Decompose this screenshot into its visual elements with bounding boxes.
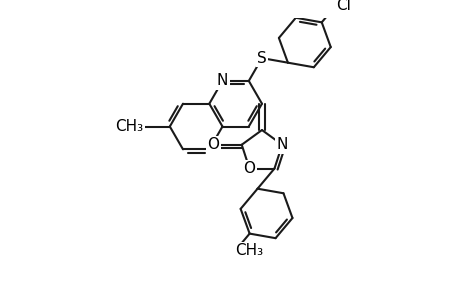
Text: O: O (207, 137, 219, 152)
Text: O: O (243, 161, 255, 176)
Text: Cl: Cl (336, 0, 350, 13)
Text: CH₃: CH₃ (235, 243, 263, 258)
Text: N: N (216, 74, 228, 88)
Text: CH₃: CH₃ (115, 119, 143, 134)
Text: S: S (257, 51, 266, 66)
Text: N: N (276, 137, 287, 152)
